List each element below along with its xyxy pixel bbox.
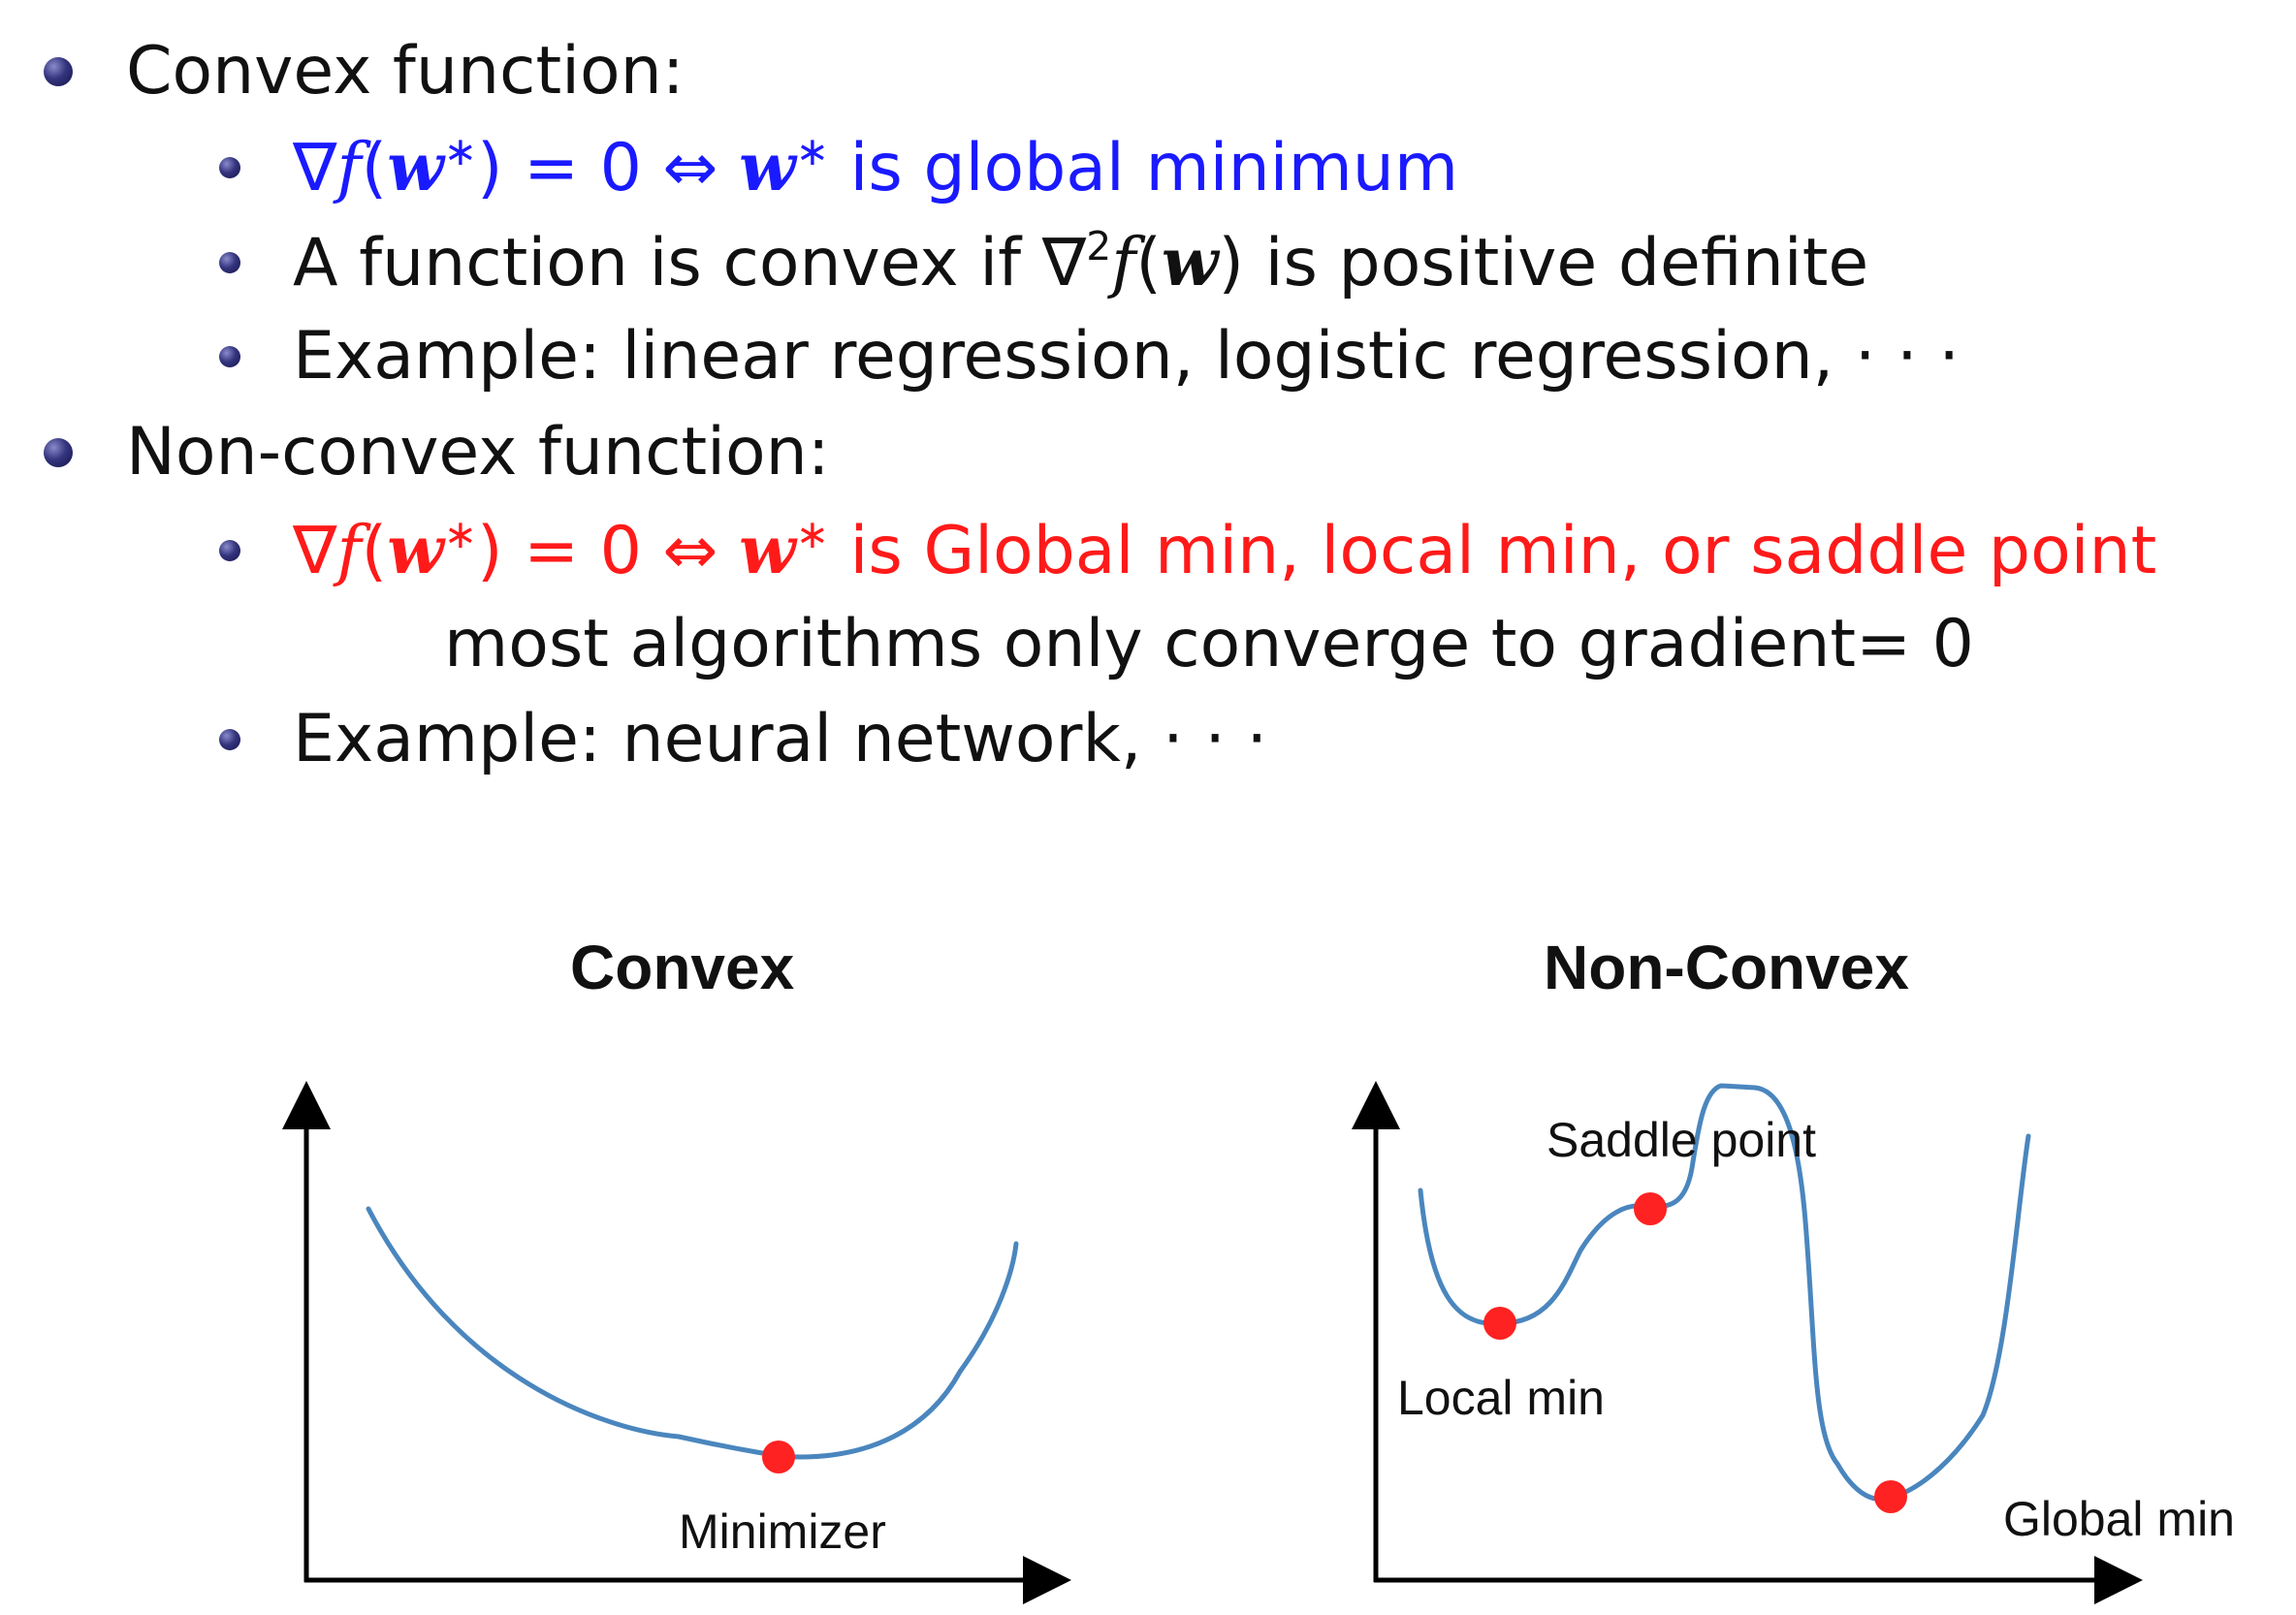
nabla-symbol: ∇ bbox=[293, 130, 337, 206]
convex-diagram-title: Convex bbox=[570, 933, 795, 1002]
math-w: w bbox=[387, 512, 444, 589]
local-min-point bbox=[1483, 1307, 1516, 1340]
nonconvex-gradient-condition: ∇f(w∗) = 0 ⇔ w∗ is Global min, local min… bbox=[293, 512, 2156, 589]
convex-example: Example: linear regression, logistic reg… bbox=[293, 318, 1960, 395]
global-min-label: Global min bbox=[2003, 1492, 2235, 1546]
nonconvex-diagram-title: Non-Convex bbox=[1544, 933, 1909, 1002]
paren-close: ) bbox=[476, 130, 503, 206]
convex-gradient-condition: ∇f(w∗) = 0 ⇔ w∗ is global minimum bbox=[293, 129, 1458, 206]
nabla-symbol: ∇ bbox=[293, 513, 337, 589]
superscript-2: 2 bbox=[1086, 223, 1112, 270]
nonconvex-heading: Non-convex function: bbox=[126, 414, 830, 491]
star-superscript: ∗ bbox=[795, 128, 829, 175]
nonconvex-example: Example: neural network, · · · bbox=[293, 701, 1268, 777]
saddle-point bbox=[1634, 1192, 1667, 1225]
condition-rest: is Global min, local min, or saddle poin… bbox=[828, 513, 2157, 589]
math-w: w bbox=[739, 512, 796, 589]
paren-open: ( bbox=[361, 130, 388, 206]
math-w: w bbox=[1161, 224, 1219, 301]
convex-definition: A function is convex if ∇2f(w) is positi… bbox=[293, 224, 1868, 301]
bullet-marker bbox=[219, 157, 240, 178]
minimizer-point bbox=[762, 1441, 795, 1473]
equivalence-text: = 0 ⇔ bbox=[502, 513, 740, 589]
paren-open: ( bbox=[361, 513, 388, 589]
condition-rest: is global minimum bbox=[828, 130, 1459, 206]
bullet-marker bbox=[219, 729, 240, 750]
math-w: w bbox=[387, 129, 444, 206]
nonconvex-curve bbox=[1418, 1083, 2031, 1503]
star-superscript: ∗ bbox=[443, 128, 477, 175]
definition-text-end: ) is positive definite bbox=[1218, 225, 1869, 301]
nonconvex-note: most algorithms only converge to gradien… bbox=[444, 606, 1974, 682]
convex-heading: Convex function: bbox=[126, 33, 685, 110]
convex-axes bbox=[282, 1081, 1071, 1604]
local-min-label: Local min bbox=[1397, 1371, 1605, 1425]
bullet-marker bbox=[44, 57, 73, 86]
equivalence-text: = 0 ⇔ bbox=[502, 130, 740, 206]
nonconvex-axes bbox=[1352, 1081, 2143, 1604]
bullet-marker bbox=[44, 438, 73, 467]
definition-text-start: A function is convex if ∇ bbox=[293, 225, 1087, 301]
saddle-point-label: Saddle point bbox=[1547, 1113, 1817, 1167]
bullet-marker bbox=[219, 252, 240, 273]
paren-open: ( bbox=[1135, 225, 1162, 301]
bullet-marker bbox=[219, 346, 240, 367]
star-superscript: ∗ bbox=[795, 511, 829, 558]
bullet-marker bbox=[219, 540, 240, 561]
math-f: f bbox=[1111, 225, 1136, 301]
convex-curve bbox=[366, 1206, 1019, 1460]
math-f: f bbox=[336, 130, 362, 206]
global-min-point bbox=[1874, 1480, 1907, 1513]
math-w: w bbox=[739, 129, 796, 206]
star-superscript: ∗ bbox=[443, 511, 477, 558]
paren-close: ) bbox=[476, 513, 503, 589]
math-f: f bbox=[336, 513, 362, 589]
minimizer-label: Minimizer bbox=[679, 1504, 886, 1559]
